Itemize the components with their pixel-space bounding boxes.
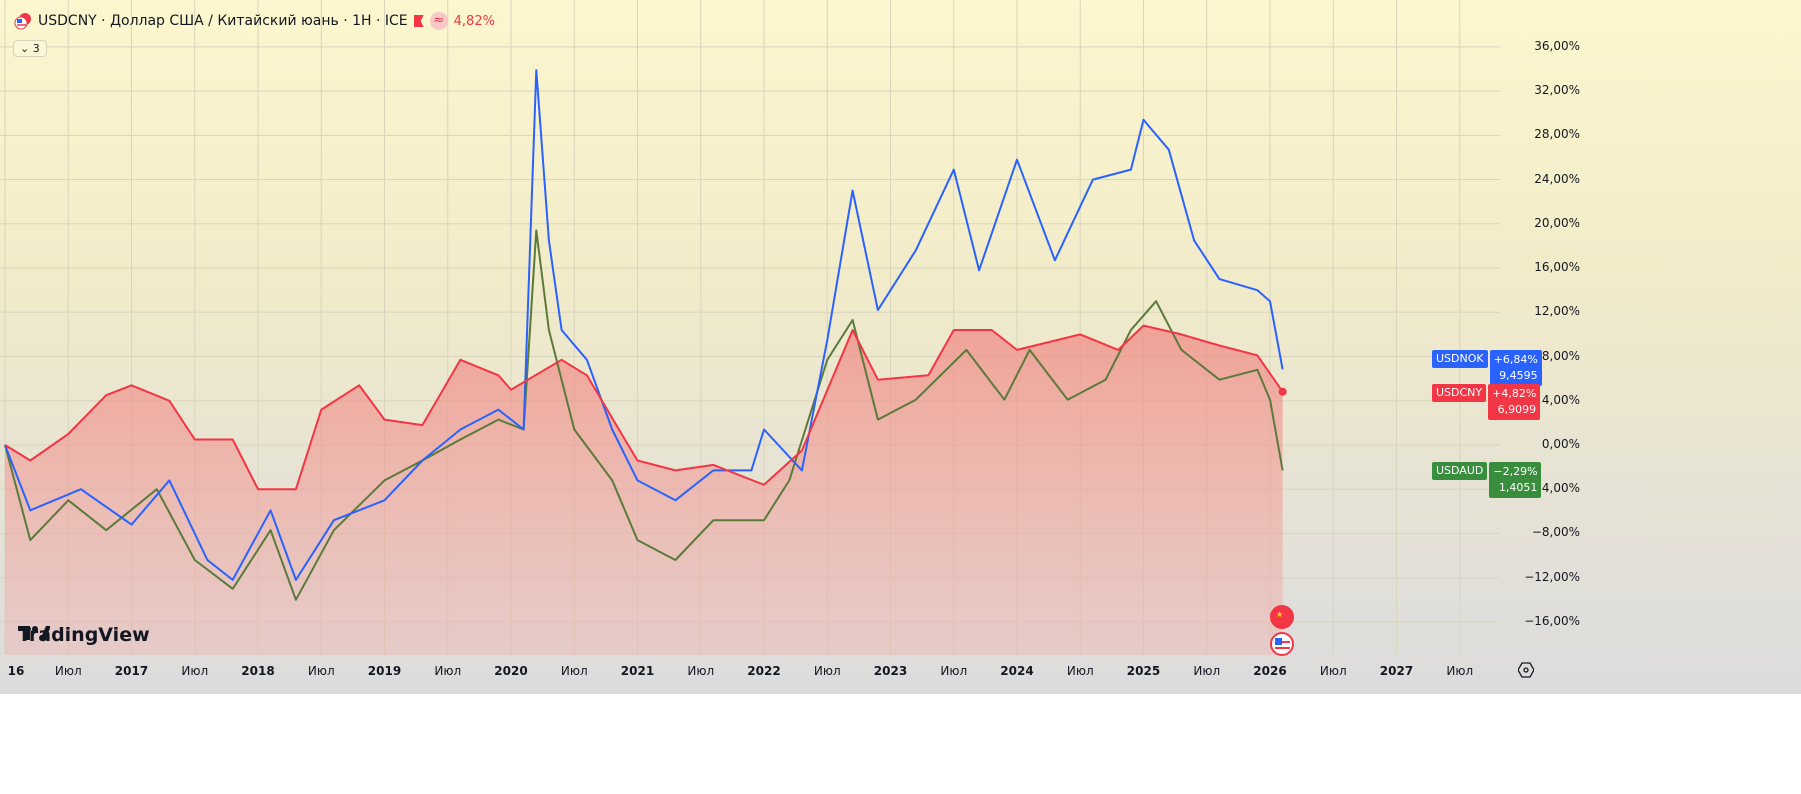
y-tick-label: −16,00% [1524, 613, 1580, 628]
x-tick-label: 2025 [1126, 664, 1161, 678]
tag-usdnok: USDNOK +6,84% 9,4595 [1432, 350, 1542, 386]
tag-price: 6,9099 [1497, 403, 1537, 416]
tag-name: USDAUD [1432, 462, 1488, 480]
change-percent: 4,82% [453, 13, 495, 29]
logo-text: TradingView [18, 624, 150, 646]
tradingview-logo[interactable]: TradingView [18, 624, 150, 646]
legend-collapse-button[interactable]: ⌄ 3 [13, 40, 47, 57]
chart-area[interactable]: USDCNY · Доллар США / Китайский юань · 1… [0, 0, 1801, 694]
x-tick-label: Июл [434, 664, 462, 678]
y-tick-label: 32,00% [1534, 83, 1580, 98]
chevron-down-icon: ⌄ [20, 42, 33, 55]
x-tick-label: Июл [1319, 664, 1347, 678]
x-tick-label: Июл [54, 664, 82, 678]
approx-icon: ≈ [429, 12, 448, 30]
x-tick-label: 2023 [873, 664, 908, 678]
x-tick-label: 2026 [1253, 664, 1287, 678]
x-tick-label: 16 [7, 664, 25, 678]
y-tick-label: −12,00% [1524, 569, 1580, 584]
price-chart[interactable] [0, 0, 1801, 694]
y-tick-label: 12,00% [1534, 304, 1580, 319]
y-tick-label: 0,00% [1541, 437, 1580, 451]
tag-usdcny: USDCNY +4,82% 6,9099 [1432, 384, 1541, 420]
series-line-usdcny [4, 324, 1284, 491]
flag-icon[interactable] [413, 15, 424, 27]
x-tick-label: Июл [687, 664, 715, 678]
y-tick-label: −4,00% [1531, 481, 1580, 496]
x-tick-label: Июл [1446, 664, 1474, 678]
x-tick-label: 2027 [1379, 664, 1414, 678]
us-flag-event-icon[interactable] [1270, 632, 1294, 656]
y-tick-label: 8,00% [1541, 348, 1580, 363]
x-tick-label: 2020 [494, 664, 528, 678]
symbol-title[interactable]: USDCNY · Доллар США / Китайский юань · 1… [38, 13, 408, 29]
y-tick-label: 20,00% [1534, 215, 1580, 230]
x-tick-label: 2022 [747, 664, 781, 678]
tradingview-logo-icon [18, 626, 50, 640]
series-line-usdaud [4, 229, 1284, 601]
tag-usdaud: USDAUD −2,29% 1,4051 [1432, 462, 1542, 498]
tag-change: +6,84% [1493, 353, 1538, 366]
tag-price: 1,4051 [1498, 481, 1538, 494]
x-tick-label: 2021 [620, 664, 655, 678]
last-price-dot [1278, 387, 1287, 396]
x-tick-label: Июл [940, 664, 968, 678]
legend-count: 3 [32, 42, 40, 55]
y-tick-label: −8,00% [1531, 525, 1580, 540]
y-tick-label: 36,00% [1534, 38, 1580, 53]
y-tick-label: 28,00% [1534, 127, 1580, 142]
y-tick-label: 24,00% [1534, 171, 1580, 186]
usd-cny-flag-icon [14, 12, 32, 30]
x-tick-label: Июл [1193, 664, 1221, 678]
tag-name: USDNOK [1432, 350, 1488, 368]
x-tick-label: 2019 [367, 664, 402, 678]
y-tick-label: 16,00% [1534, 260, 1580, 275]
y-tick-label: 4,00% [1541, 392, 1580, 407]
tag-name: USDCNY [1432, 384, 1487, 402]
x-tick-label: Июл [813, 664, 841, 678]
tag-change: +4,82% [1492, 387, 1537, 400]
settings-icon[interactable] [1518, 662, 1534, 678]
svg-text:★: ★ [1276, 610, 1283, 619]
x-tick-label: 2018 [241, 664, 275, 678]
china-flag-event-icon[interactable]: ★ [1270, 605, 1294, 629]
series-line-usdnok [4, 69, 1284, 581]
x-tick-label: Июл [181, 664, 209, 678]
x-tick-label: 2017 [114, 664, 149, 678]
chart-header: USDCNY · Доллар США / Китайский юань · 1… [14, 12, 495, 30]
x-tick-label: Июл [307, 664, 335, 678]
series-area-usdcny [5, 325, 1283, 655]
x-tick-label: 2024 [1000, 664, 1034, 678]
x-tick-label: Июл [1066, 664, 1094, 678]
tag-price: 9,4595 [1499, 369, 1538, 382]
tag-change: −2,29% [1493, 465, 1538, 478]
x-tick-label: Июл [560, 664, 588, 678]
